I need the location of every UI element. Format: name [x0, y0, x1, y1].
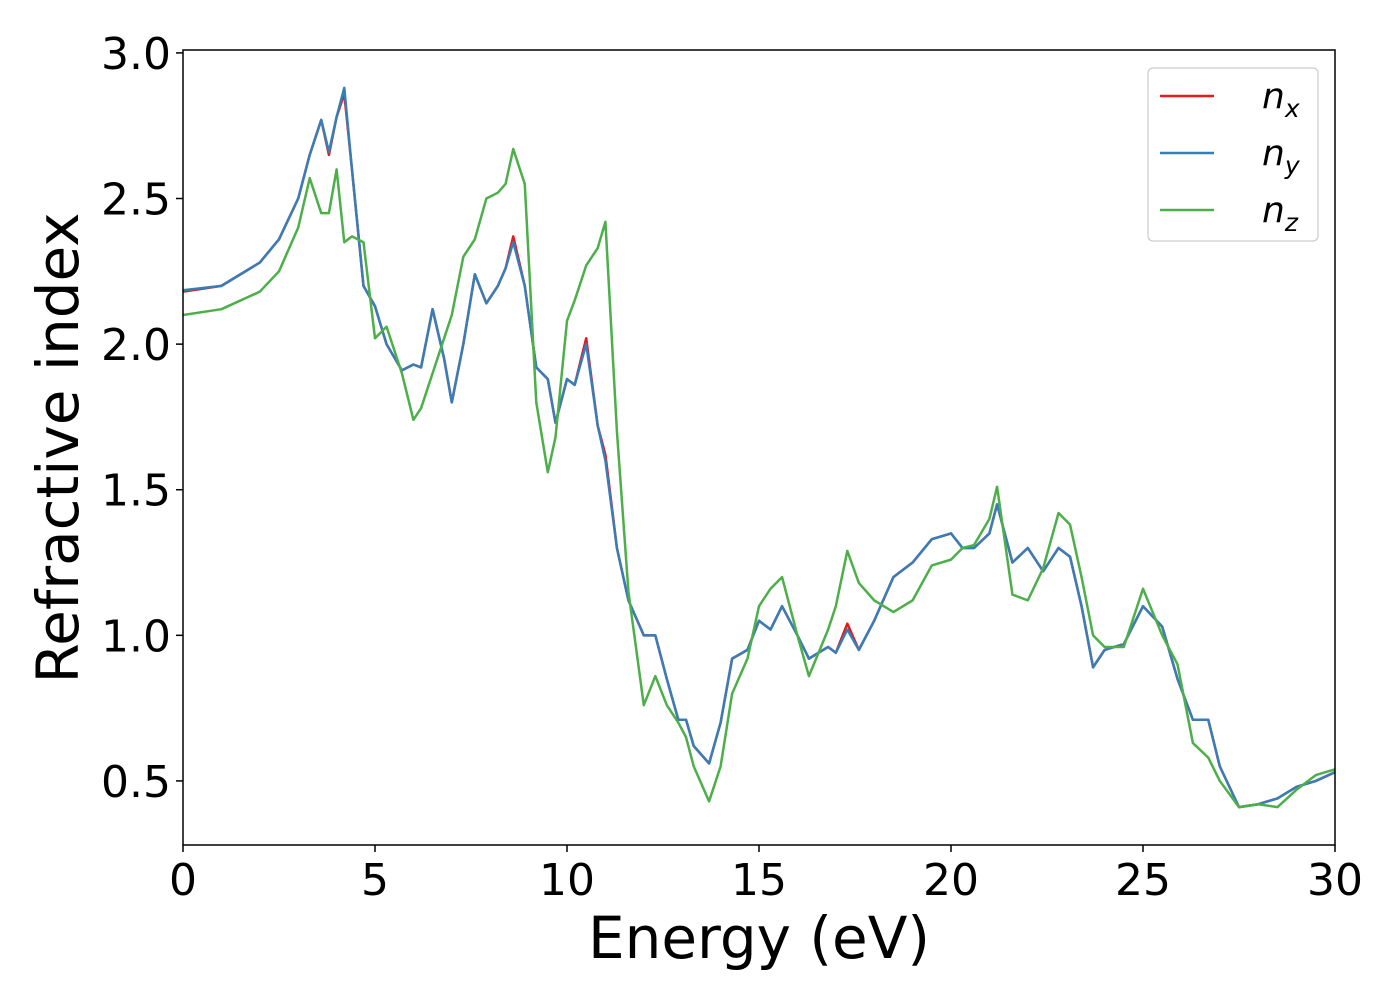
y-axis-label: Refractive index: [24, 212, 92, 683]
legend-label: nx: [1262, 76, 1300, 123]
plot-frame: [182, 49, 1336, 846]
y-tick-label: 1.0: [101, 611, 171, 662]
legend-label: nz: [1262, 190, 1299, 237]
x-tick-label: 15: [731, 855, 787, 906]
y-tick-label: 2.5: [101, 175, 171, 226]
x-tick-label: 30: [1307, 855, 1363, 906]
y-tick-label: 3.0: [101, 29, 171, 80]
x-axis-label: Energy (eV): [588, 904, 930, 972]
x-tick-label: 20: [923, 855, 979, 906]
x-tick-label: 5: [361, 855, 389, 906]
x-tick-label: 10: [539, 855, 595, 906]
y-tick-label: 0.5: [101, 757, 171, 808]
y-tick-label: 1.5: [101, 466, 171, 517]
legend-label: ny: [1262, 133, 1301, 180]
y-tick-label: 2.0: [101, 320, 171, 371]
x-tick-label: 0: [169, 855, 197, 906]
x-tick-label: 25: [1115, 855, 1171, 906]
legend-box: [1147, 67, 1319, 242]
series-line: [183, 147, 1335, 809]
series-line: [183, 86, 1335, 809]
